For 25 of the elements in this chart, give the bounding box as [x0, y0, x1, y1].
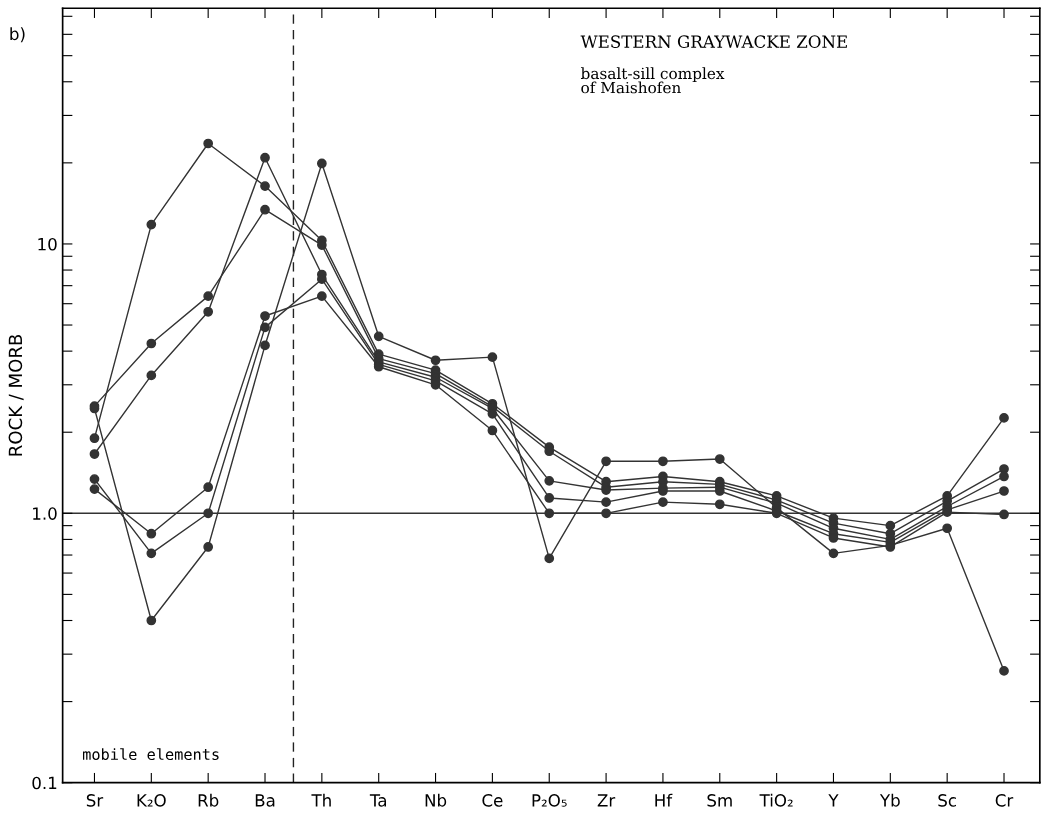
- x-tick-label: Ba: [255, 794, 275, 807]
- x-tick-label: Th: [311, 793, 331, 807]
- x-tick-label: Hf: [655, 793, 673, 807]
- x-tick-label: Yb: [879, 793, 900, 807]
- x-tick-label: Cr: [995, 794, 1014, 807]
- text: basalt-sill complex of Maishofen: [580, 67, 725, 94]
- y-axis-title: ROCK / MORB: [8, 334, 24, 456]
- x-tick-label: Ce: [482, 794, 503, 807]
- x-tick-label: P₂O₅: [532, 794, 567, 807]
- annotation: mobile elements: [83, 748, 219, 761]
- y-tick-label: 0.1: [32, 776, 57, 790]
- y-tick-label: 1.0: [33, 507, 57, 520]
- x-tick-label: Nb: [425, 793, 447, 807]
- x-tick-label: Zr: [597, 794, 616, 807]
- x-tick-label: K₂O: [137, 794, 166, 807]
- x-tick-label: TiO₂: [759, 793, 793, 807]
- x-tick-label: Sc: [938, 794, 956, 807]
- text: WESTERN GRAYWACKE ZONE: [580, 35, 847, 48]
- x-tick-label: Sm: [707, 794, 732, 807]
- y-tick-label: 10: [38, 237, 57, 251]
- x-tick-label: Y: [828, 794, 839, 807]
- x-tick-label: Rb: [198, 793, 219, 807]
- text: b): [10, 27, 25, 43]
- x-tick-label: Sr: [86, 794, 104, 807]
- x-tick-label: Ta: [369, 794, 387, 807]
